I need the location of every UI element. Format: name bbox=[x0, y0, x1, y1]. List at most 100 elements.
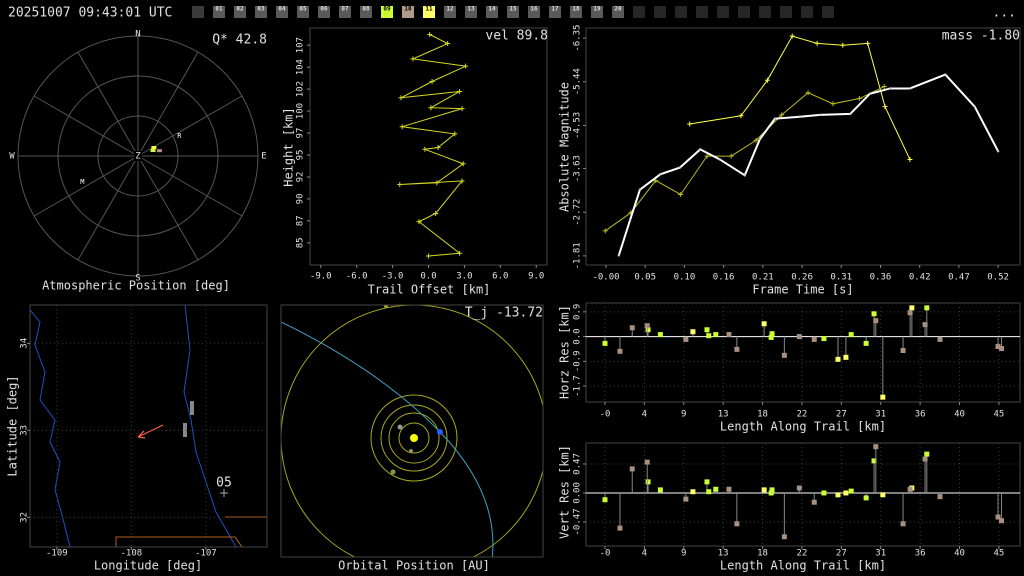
residual-point bbox=[995, 514, 1001, 520]
residual-point bbox=[706, 489, 712, 495]
point-marker bbox=[830, 101, 836, 107]
frame-box[interactable] bbox=[465, 6, 477, 18]
x-axis-label: Longitude [deg] bbox=[94, 559, 202, 573]
frame-box[interactable] bbox=[591, 6, 603, 18]
residual-point bbox=[848, 332, 854, 338]
station-marker bbox=[190, 401, 194, 415]
residual-point bbox=[811, 499, 817, 505]
spoke bbox=[137, 95, 243, 157]
point-marker bbox=[856, 96, 862, 102]
frame-box[interactable] bbox=[339, 6, 351, 18]
frame-box[interactable] bbox=[570, 6, 582, 18]
frame-box[interactable] bbox=[360, 6, 372, 18]
frame-box[interactable] bbox=[255, 6, 267, 18]
residual-point bbox=[704, 327, 710, 333]
annotation: Q* 42.8 bbox=[212, 33, 267, 48]
residual-point bbox=[900, 521, 906, 527]
frame-box[interactable] bbox=[402, 6, 414, 18]
x-tick-label: 22 bbox=[797, 410, 808, 420]
point-marker bbox=[457, 250, 463, 256]
frame-box[interactable] bbox=[213, 6, 225, 18]
menu-button[interactable]: ... bbox=[993, 6, 1016, 21]
point-marker bbox=[427, 32, 433, 38]
residual-point bbox=[602, 340, 608, 346]
frame-box[interactable] bbox=[507, 6, 519, 18]
point-marker bbox=[659, 173, 662, 176]
x-tick-label: -0 bbox=[600, 410, 611, 420]
station-marker: M bbox=[80, 178, 84, 186]
frame-label: 12 bbox=[446, 6, 454, 13]
position-point bbox=[156, 149, 162, 153]
y-tick-label: 0.9 bbox=[573, 304, 583, 320]
y-axis-label: Latitude [deg] bbox=[6, 375, 20, 476]
x-axis-label: Trail Offset [km] bbox=[368, 283, 491, 297]
x-axis-label: Length Along Trail [km] bbox=[720, 559, 886, 573]
residual-point bbox=[657, 332, 663, 338]
frame-box[interactable] bbox=[486, 6, 498, 18]
map-features bbox=[30, 305, 267, 547]
point-marker bbox=[397, 182, 403, 188]
residual-point bbox=[937, 494, 943, 500]
point-marker bbox=[738, 113, 744, 119]
spoke bbox=[33, 155, 139, 217]
frame-box[interactable] bbox=[297, 6, 309, 18]
frame-label: 11 bbox=[425, 6, 433, 13]
y-tick-label: 92 bbox=[296, 172, 306, 183]
residual-point bbox=[629, 325, 635, 331]
frame-box bbox=[675, 6, 687, 18]
frame-box[interactable] bbox=[423, 6, 435, 18]
y-tick-label: -1.7 bbox=[573, 375, 583, 397]
point-marker bbox=[638, 188, 642, 191]
frame-box[interactable] bbox=[528, 6, 540, 18]
frame-box[interactable] bbox=[612, 6, 624, 18]
frame-box[interactable] bbox=[318, 6, 330, 18]
river bbox=[183, 305, 237, 547]
x-tick-label: 27 bbox=[836, 549, 847, 559]
point-marker bbox=[426, 253, 431, 259]
point-marker bbox=[849, 112, 852, 116]
x-tick-label: 13 bbox=[718, 410, 729, 420]
frame-label: 15 bbox=[509, 6, 517, 13]
y-tick-label: -2.72 bbox=[573, 199, 583, 226]
label-bg bbox=[134, 151, 142, 161]
point-marker bbox=[908, 87, 912, 90]
position-point bbox=[151, 146, 157, 150]
frame-box bbox=[759, 6, 771, 18]
x-tick-label: 27 bbox=[836, 410, 847, 420]
y-tick-label: 0.47 bbox=[573, 453, 583, 475]
frame-box[interactable] bbox=[381, 6, 393, 18]
spoke bbox=[77, 155, 139, 261]
direction-label: E bbox=[261, 152, 266, 162]
residual-point bbox=[821, 336, 827, 342]
x-tick-label: 6.0 bbox=[492, 272, 508, 282]
x-tick-label: 18 bbox=[757, 549, 768, 559]
frame-box[interactable] bbox=[276, 6, 288, 18]
y-tick-label: -5.44 bbox=[573, 68, 583, 95]
annotation: T_j -13.72 bbox=[465, 306, 543, 321]
residual-point bbox=[835, 356, 841, 362]
frame-box[interactable] bbox=[549, 6, 561, 18]
x-tick-label: -109 bbox=[46, 549, 68, 559]
frame-box[interactable] bbox=[444, 6, 456, 18]
x-axis-label: Length Along Trail [km] bbox=[720, 420, 886, 434]
frame-box bbox=[633, 6, 645, 18]
planet bbox=[390, 469, 396, 475]
residual-point bbox=[796, 485, 802, 491]
frame-box[interactable] bbox=[234, 6, 246, 18]
planet bbox=[397, 424, 403, 430]
point-marker bbox=[889, 87, 892, 90]
residual-point bbox=[683, 336, 689, 342]
point-marker bbox=[818, 113, 822, 117]
frame-label: 07 bbox=[341, 6, 349, 13]
x-tick-label: 40 bbox=[954, 549, 965, 559]
x-tick-label: 31 bbox=[875, 549, 886, 559]
point-marker bbox=[398, 95, 404, 101]
residual-point bbox=[734, 521, 740, 527]
x-tick-label: 0.26 bbox=[791, 273, 813, 283]
y-tick-label: 100 bbox=[296, 103, 306, 119]
point-marker bbox=[779, 112, 785, 118]
point-marker bbox=[840, 42, 846, 48]
residual-point bbox=[683, 496, 689, 502]
point-marker bbox=[882, 104, 888, 110]
y-tick-label: 104 bbox=[296, 59, 306, 75]
